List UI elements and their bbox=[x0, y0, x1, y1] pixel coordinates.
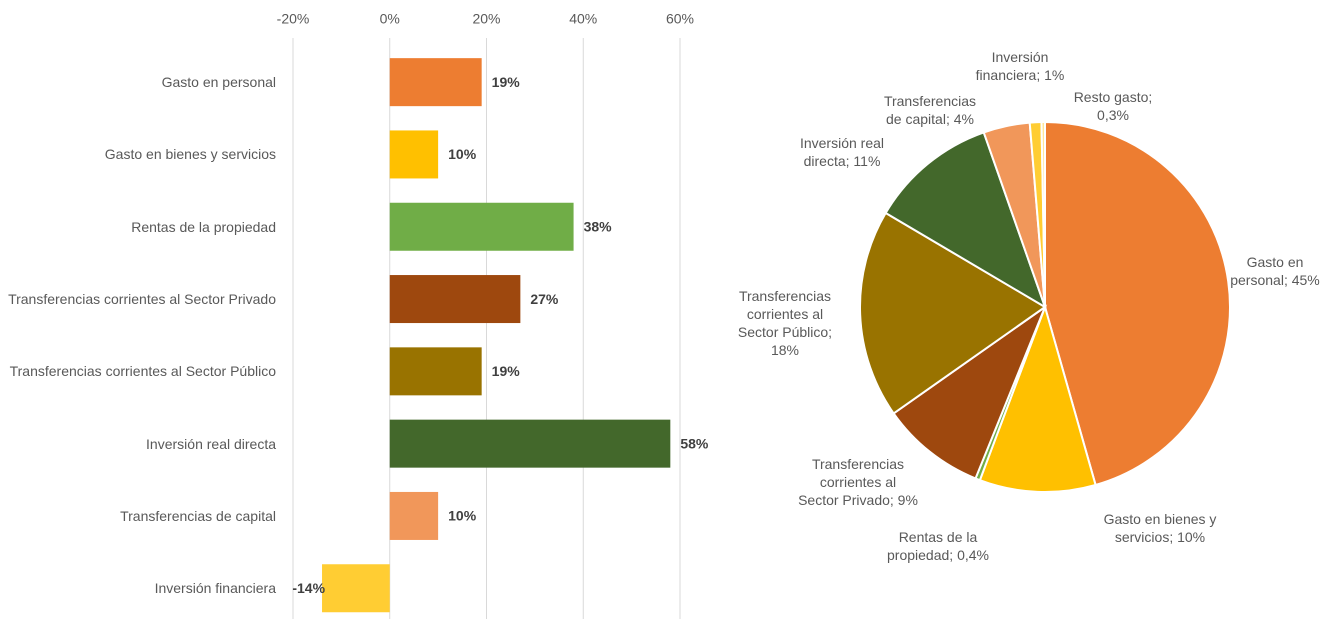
category-label: Transferencias de capital bbox=[120, 507, 276, 524]
slice-label: Transferencias corrientes al Sector Públ… bbox=[737, 288, 833, 358]
data-label: 10% bbox=[448, 146, 477, 162]
data-label: 58% bbox=[680, 435, 709, 451]
category-label: Inversión real directa bbox=[146, 435, 276, 452]
slice-label: Gasto en bienes y servicios; 10% bbox=[1103, 511, 1217, 545]
slice-label: Transferencias corrientes al Sector Priv… bbox=[798, 456, 918, 508]
bar bbox=[389, 202, 574, 251]
x-tick-label: 40% bbox=[569, 11, 597, 27]
bar bbox=[389, 275, 521, 324]
data-label: -14% bbox=[292, 580, 325, 596]
x-tick-label: 60% bbox=[666, 11, 694, 27]
slice-label: Inversión real directa; 11% bbox=[799, 135, 885, 169]
data-label: 38% bbox=[584, 218, 613, 234]
category-label: Rentas de la propiedad bbox=[131, 218, 276, 235]
category-label: Gasto en personal bbox=[161, 74, 276, 91]
pie-slice bbox=[884, 131, 1047, 310]
x-tick-label: 20% bbox=[472, 11, 500, 27]
category-label: Transferencias corrientes al Sector Priv… bbox=[8, 291, 276, 308]
bar bbox=[322, 564, 390, 613]
data-label: 19% bbox=[492, 74, 521, 90]
category-label: Transferencias corrientes al Sector Públ… bbox=[9, 363, 276, 380]
data-label: 27% bbox=[530, 291, 559, 307]
pie-slice bbox=[859, 211, 1047, 415]
bar bbox=[389, 419, 671, 468]
bar bbox=[389, 130, 439, 179]
slice-label: Rentas de la propiedad; 0,4% bbox=[887, 529, 989, 563]
category-label: Inversión financiera bbox=[154, 580, 276, 597]
x-tick-label: -20% bbox=[277, 11, 310, 27]
slice-label: Inversión financiera; 1% bbox=[975, 49, 1065, 83]
data-label: 10% bbox=[448, 508, 477, 524]
pie-slice bbox=[892, 304, 1048, 480]
slice-label: Gasto en personal; 45% bbox=[1230, 254, 1320, 288]
pie-slice bbox=[1040, 120, 1046, 308]
x-tick-label: 0% bbox=[380, 11, 400, 27]
bar bbox=[389, 58, 482, 107]
data-label: 19% bbox=[492, 363, 521, 379]
slice-label: Resto gasto; 0,3% bbox=[1073, 89, 1153, 123]
bar bbox=[389, 347, 482, 396]
bar bbox=[389, 491, 439, 540]
category-label: Gasto en bienes y servicios bbox=[104, 146, 276, 163]
pie-slice bbox=[1044, 120, 1231, 487]
pie-slice bbox=[978, 303, 1097, 493]
slice-label: Transferencias de capital; 4% bbox=[883, 93, 977, 127]
